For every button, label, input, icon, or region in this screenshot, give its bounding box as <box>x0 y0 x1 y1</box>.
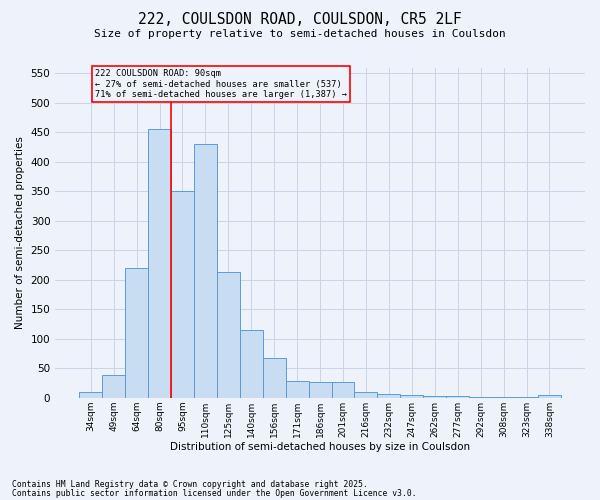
Text: 222 COULSDON ROAD: 90sqm
← 27% of semi-detached houses are smaller (537)
71% of : 222 COULSDON ROAD: 90sqm ← 27% of semi-d… <box>95 70 347 99</box>
Text: Size of property relative to semi-detached houses in Coulsdon: Size of property relative to semi-detach… <box>94 29 506 39</box>
Bar <box>240 330 263 398</box>
Bar <box>446 396 469 398</box>
Text: 222, COULSDON ROAD, COULSDON, CR5 2LF: 222, COULSDON ROAD, COULSDON, CR5 2LF <box>138 12 462 28</box>
Bar <box>171 192 194 398</box>
Bar <box>400 396 423 398</box>
Bar <box>515 397 538 398</box>
Bar <box>125 268 148 398</box>
Bar <box>308 382 332 398</box>
Text: Contains HM Land Registry data © Crown copyright and database right 2025.: Contains HM Land Registry data © Crown c… <box>12 480 368 489</box>
Bar <box>217 272 240 398</box>
Bar <box>194 144 217 398</box>
Bar <box>79 392 102 398</box>
Bar <box>355 392 377 398</box>
Bar <box>148 129 171 398</box>
Bar <box>102 376 125 398</box>
Bar <box>377 394 400 398</box>
Bar <box>286 382 308 398</box>
X-axis label: Distribution of semi-detached houses by size in Coulsdon: Distribution of semi-detached houses by … <box>170 442 470 452</box>
Text: Contains public sector information licensed under the Open Government Licence v3: Contains public sector information licen… <box>12 489 416 498</box>
Bar <box>538 396 561 398</box>
Bar <box>263 358 286 398</box>
Bar <box>469 396 492 398</box>
Bar <box>423 396 446 398</box>
Bar <box>332 382 355 398</box>
Y-axis label: Number of semi-detached properties: Number of semi-detached properties <box>15 136 25 329</box>
Bar <box>492 397 515 398</box>
